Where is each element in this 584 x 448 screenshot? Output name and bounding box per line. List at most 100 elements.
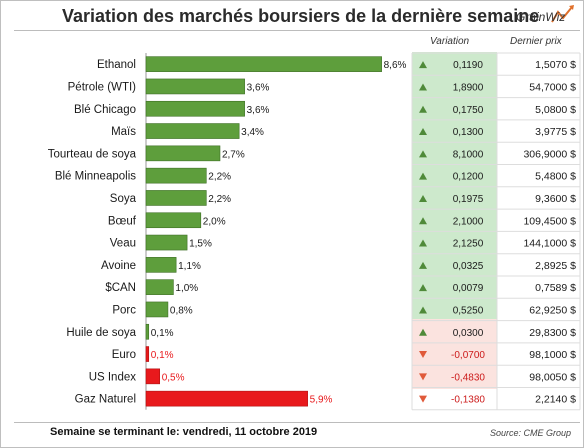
triangle-up-icon [419, 239, 427, 247]
bar [145, 123, 240, 139]
bar [145, 234, 188, 251]
last-price-value: 98,0050 $ [529, 371, 576, 383]
category-label: Maïs [111, 126, 136, 138]
category-label: Gaz Naturel [75, 394, 136, 406]
bar-value-label: 2,2% [208, 194, 231, 205]
triangle-up-icon [419, 194, 427, 202]
last-price-value: 29,8300 $ [529, 327, 576, 339]
last-price-value: 1,5070 $ [535, 59, 576, 71]
variation-negative-background [412, 319, 497, 389]
variation-value: 2,1250 [453, 239, 484, 250]
triangle-up-icon [419, 172, 427, 180]
variation-positive-background [412, 52, 497, 319]
source-note: Source: CME Group [490, 428, 572, 438]
triangle-down-icon [419, 351, 427, 359]
last-price-value: 5,4800 $ [535, 171, 576, 183]
category-label: Blé Chicago [74, 104, 136, 116]
category-label: Blé Minneapolis [55, 171, 136, 183]
category-label: Euro [112, 349, 136, 361]
bar-value-label: 3,4% [241, 127, 264, 138]
last-price-value: 0,7589 $ [535, 282, 576, 294]
variation-value: 8,1000 [453, 149, 484, 160]
triangle-down-icon [419, 373, 427, 381]
triangle-up-icon [419, 150, 427, 158]
triangle-up-icon [419, 328, 427, 336]
variation-value: -0,0700 [451, 350, 485, 361]
bar [145, 301, 169, 318]
triangle-up-icon [419, 128, 427, 136]
category-label: Veau [110, 238, 136, 250]
last-price-value: 306,9000 $ [523, 148, 576, 160]
last-price-value: 54,7000 $ [529, 81, 576, 93]
last-price-value: 9,3600 $ [535, 193, 576, 205]
column-header-variation: Variation [430, 36, 470, 47]
bar-value-label: 0,5% [162, 372, 185, 383]
variation-value: 0,1750 [453, 105, 484, 116]
last-price-value: 2,8925 $ [535, 260, 576, 272]
bar-value-label: 2,0% [203, 216, 226, 227]
bar [145, 78, 245, 95]
column-header-last-price: Dernier prix [510, 36, 562, 47]
category-label: Porc [112, 304, 136, 316]
bar-value-label: 2,7% [222, 149, 245, 160]
chart-title: Variation des marchés boursiers de la de… [62, 6, 540, 26]
variation-value: 0,1190 [453, 60, 483, 71]
bar-value-label: 5,9% [310, 395, 333, 406]
logo-text: GrainWiz [516, 10, 566, 24]
category-label: Avoine [101, 260, 136, 272]
footer-divider [14, 422, 580, 423]
triangle-up-icon [419, 284, 427, 292]
bar [145, 190, 207, 206]
bar [145, 100, 245, 117]
category-label: Ethanol [97, 59, 136, 71]
category-label: Huile de soya [66, 327, 136, 339]
bar-value-label: 1,0% [175, 283, 198, 294]
category-label: US Index [89, 371, 137, 383]
category-label: $CAN [105, 282, 136, 294]
variation-value: 0,0325 [453, 261, 484, 272]
bar [145, 323, 150, 340]
bar [145, 145, 221, 162]
variation-value: 0,5250 [453, 305, 484, 316]
last-price-value: 62,9250 $ [529, 304, 576, 316]
last-price-value: 5,0800 $ [535, 104, 576, 116]
bar [145, 390, 308, 407]
bar-value-label: 1,1% [178, 261, 201, 272]
bar [145, 368, 160, 385]
last-price-value: 3,9775 $ [535, 126, 576, 138]
bar-value-label: 8,6% [384, 60, 407, 71]
last-price-value: 2,2140 $ [535, 394, 576, 406]
variation-value: 0,0079 [453, 283, 484, 294]
bar [145, 279, 174, 295]
variation-value: 2,1000 [453, 216, 484, 227]
bar [145, 212, 202, 229]
triangle-up-icon [419, 105, 427, 113]
variation-value: 0,1300 [453, 127, 484, 138]
triangle-up-icon [419, 261, 427, 269]
bar [145, 346, 150, 362]
variation-value: 1,8900 [453, 82, 484, 93]
bar [145, 167, 207, 184]
bar-value-label: 1,5% [189, 239, 212, 250]
last-price-value: 109,4500 $ [523, 215, 576, 227]
bar [145, 257, 177, 273]
category-label: Pétrole (WTI) [68, 81, 137, 93]
triangle-down-icon [419, 395, 427, 403]
variation-value: 0,1975 [453, 194, 484, 205]
last-price-value: 144,1000 $ [523, 238, 576, 250]
variation-value: -0,4830 [451, 372, 485, 383]
category-label: Bœuf [108, 215, 137, 227]
triangle-up-icon [419, 61, 427, 69]
title-divider [14, 30, 580, 31]
variation-value: 0,0300 [453, 328, 484, 339]
triangle-up-icon [419, 306, 427, 314]
week-ending-note: Semaine se terminant le: vendredi, 11 oc… [50, 426, 318, 438]
bar-value-label: 0,1% [151, 328, 174, 339]
variation-value: 0,1200 [453, 172, 484, 183]
variation-value: -0,1380 [451, 395, 485, 406]
bar [145, 56, 382, 72]
grainwiz-logo: GrainWiz [516, 4, 580, 28]
bar-value-label: 0,8% [170, 305, 193, 316]
logo-arrow-icon [551, 5, 574, 23]
